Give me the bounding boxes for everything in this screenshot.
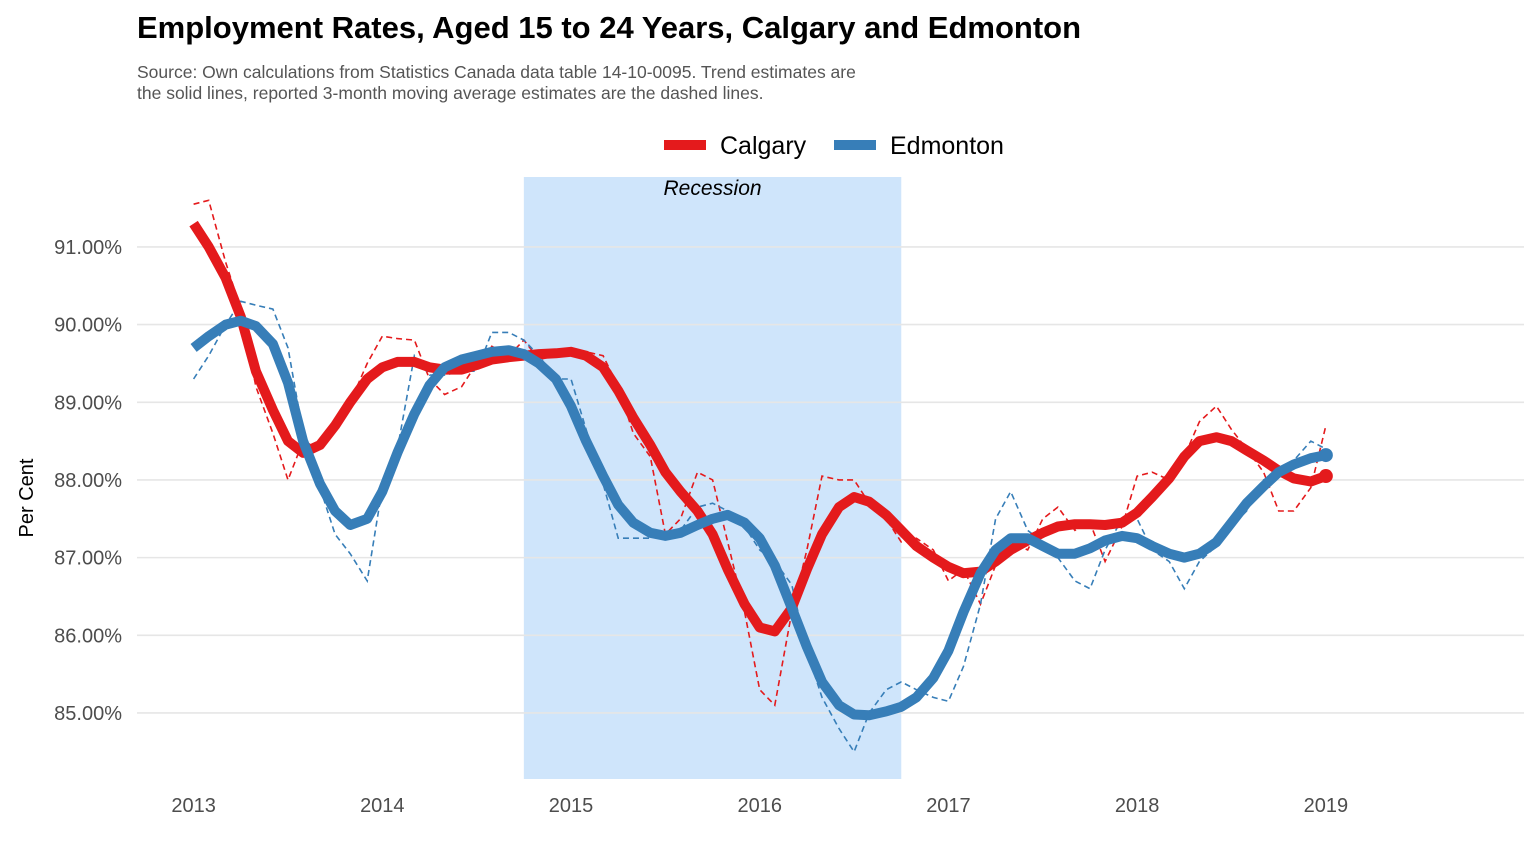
x-tick-label: 2019	[1304, 795, 1349, 817]
chart-subtitle: Source: Own calculations from Statistics…	[137, 62, 1037, 104]
y-axis-title: Per Cent	[16, 458, 38, 537]
edmonton-trend-line	[190, 315, 1327, 721]
recession-label: Recession	[664, 177, 762, 200]
legend: Calgary Edmonton	[664, 132, 1004, 160]
y-tick-label: 88.00%	[54, 470, 122, 492]
edmonton-reported-line	[192, 300, 1327, 754]
calgary-end-point	[1318, 469, 1333, 484]
y-tick-label: 90.00%	[54, 315, 122, 337]
recession-layer	[523, 177, 902, 779]
legend-label-edmonton: Edmonton	[890, 132, 1004, 160]
x-tick-label: 2014	[360, 795, 405, 817]
y-tick-label: 86.00%	[54, 625, 122, 647]
x-tick-label: 2013	[171, 795, 216, 817]
y-tick-label: 85.00%	[54, 703, 122, 725]
subtitle-line-1: Source: Own calculations from Statistics…	[137, 62, 856, 82]
legend-label-calgary: Calgary	[720, 132, 807, 160]
axis-layer: 85.00% 86.00% 87.00% 88.00% 89.00% 90.00% 91.0…	[16, 177, 1348, 817]
edmonton-end-point	[1318, 448, 1333, 463]
chart-title: Employment Rates, Aged 15 to 24 Years, C…	[137, 10, 1082, 45]
calgary-trend-line	[189, 220, 1328, 637]
y-tick-label: 87.00%	[54, 548, 122, 570]
x-tick-label: 2017	[926, 795, 971, 817]
subtitle-line-2: the solid lines, reported 3-month moving…	[137, 83, 764, 103]
calgary-reported-line	[193, 199, 1327, 707]
y-tick-label: 91.00%	[54, 237, 122, 259]
series-layer	[189, 199, 1333, 754]
y-tick-label: 89.00%	[54, 392, 122, 414]
x-tick-label: 2018	[1115, 795, 1160, 817]
recession-band	[523, 177, 902, 779]
x-tick-label: 2015	[549, 795, 594, 817]
x-tick-label: 2016	[737, 795, 782, 817]
